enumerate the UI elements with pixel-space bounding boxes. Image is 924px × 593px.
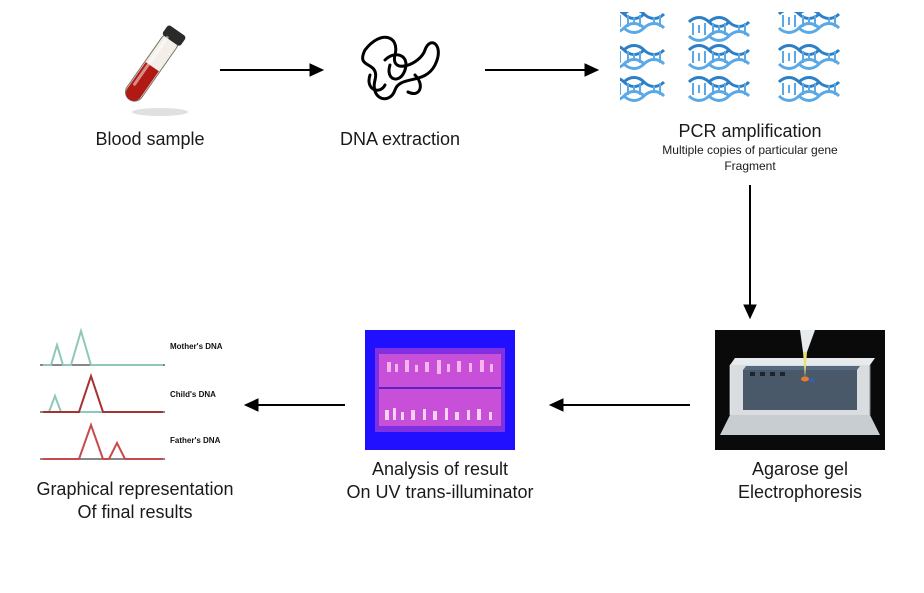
arrow-dna-to-pcr xyxy=(480,60,600,80)
uv-transilluminator-icon xyxy=(365,330,515,450)
graph-row-label-mother: Mother's DNA xyxy=(170,342,223,351)
gel-electrophoresis-icon xyxy=(715,330,885,450)
step-uv-analysis: Analysis of result On UV trans-illuminat… xyxy=(340,330,540,505)
arrow-blood-to-dna xyxy=(215,60,325,80)
step-graph-results: Mother's DNA Child's DNA Father's DNA Gr… xyxy=(20,320,250,525)
pcr-label: PCR amplification xyxy=(610,120,890,143)
dna-profile-graph: Mother's DNA Child's DNA Father's DNA xyxy=(35,320,235,460)
step-agarose-gel: Agarose gel Electrophoresis xyxy=(700,330,900,505)
arrow-pcr-to-gel xyxy=(740,180,760,320)
step-blood-sample: Blood sample xyxy=(70,20,230,151)
step-dna-extraction: DNA extraction xyxy=(320,20,480,151)
pcr-sub1: Multiple copies of particular gene xyxy=(610,143,890,159)
graph-label1: Graphical representation xyxy=(20,478,250,501)
pcr-helices-icon xyxy=(620,12,880,112)
step-pcr-amplification: PCR amplification Multiple copies of par… xyxy=(610,12,890,175)
graph-row-label-father: Father's DNA xyxy=(170,436,220,445)
blood-tube-icon xyxy=(90,20,210,120)
arrow-uv-to-graph xyxy=(240,395,350,415)
arrow-gel-to-uv xyxy=(545,395,695,415)
graph-row-label-child: Child's DNA xyxy=(170,390,216,399)
dna-extraction-label: DNA extraction xyxy=(320,128,480,151)
blood-sample-label: Blood sample xyxy=(70,128,230,151)
graph-label2: Of final results xyxy=(20,501,250,524)
uv-label1: Analysis of result xyxy=(340,458,540,481)
gel-label2: Electrophoresis xyxy=(700,481,900,504)
gel-label1: Agarose gel xyxy=(700,458,900,481)
pcr-sub2: Fragment xyxy=(610,159,890,175)
dna-squiggle-icon xyxy=(340,20,460,120)
uv-label2: On UV trans-illuminator xyxy=(340,481,540,504)
